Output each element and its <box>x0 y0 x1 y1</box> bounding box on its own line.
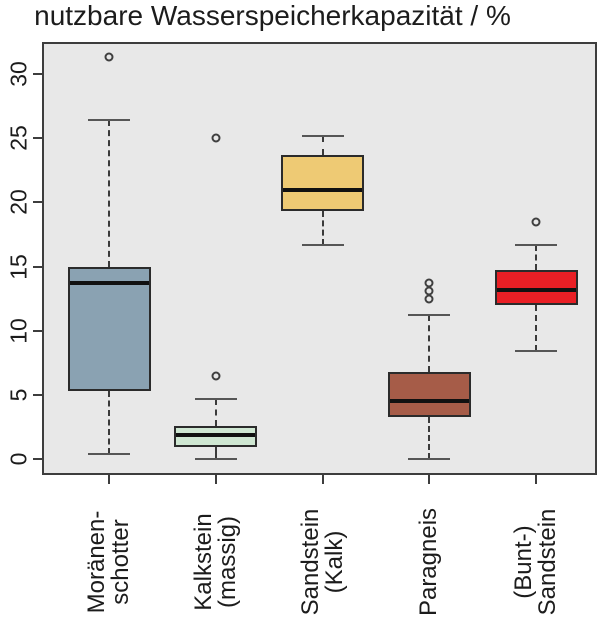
upper-whisker-cap <box>301 134 344 137</box>
x-axis-category-label: Kalkstein (massig) <box>189 513 241 611</box>
y-axis-tick <box>33 265 42 268</box>
y-axis-tick-label: 25 <box>5 125 32 152</box>
box-iqr <box>281 154 365 212</box>
upper-whisker-line <box>321 135 324 155</box>
box-iqr <box>67 266 151 391</box>
lower-whisker-line <box>428 416 431 459</box>
outlier-point <box>424 286 434 296</box>
lower-whisker-cap <box>515 350 558 353</box>
x-axis-tick <box>108 475 111 484</box>
upper-whisker-cap <box>408 314 451 317</box>
box-iqr <box>387 371 471 417</box>
lower-whisker-line <box>321 211 324 245</box>
y-axis-tick <box>33 73 42 76</box>
x-axis-tick <box>428 475 431 484</box>
y-axis-tick <box>33 457 42 460</box>
x-axis-tick <box>214 475 217 484</box>
median-line <box>283 187 363 192</box>
lower-whisker-cap <box>408 457 451 460</box>
median-line <box>389 399 469 404</box>
upper-whisker-cap <box>88 119 131 122</box>
lower-whisker-line <box>214 447 217 459</box>
outlier-point <box>424 278 434 288</box>
lower-whisker-cap <box>194 457 237 460</box>
x-axis-category-label: Sandstein (Kalk) <box>296 508 348 616</box>
y-axis-tick-label: 5 <box>5 388 32 402</box>
chart-title: nutzbare Wasserspeicherkapazität / % <box>34 0 511 31</box>
outlier-point <box>211 371 221 381</box>
median-line <box>69 281 149 286</box>
y-axis-tick-label: 10 <box>5 317 32 344</box>
upper-whisker-cap <box>515 243 558 246</box>
y-axis-tick <box>33 137 42 140</box>
x-axis-category-label: Paragneis <box>415 507 443 617</box>
outlier-point <box>424 294 434 304</box>
upper-whisker-line <box>108 120 111 267</box>
upper-whisker-line <box>214 398 217 426</box>
upper-whisker-line <box>428 315 431 372</box>
x-axis-tick <box>321 475 324 484</box>
outlier-point <box>104 52 114 62</box>
x-axis-category-label: (Bunt-) Sandstein <box>510 508 562 616</box>
y-axis-tick-label: 30 <box>5 61 32 87</box>
y-axis-tick <box>33 329 42 332</box>
y-axis-tick-label: 15 <box>5 253 32 280</box>
lower-whisker-cap <box>88 452 131 455</box>
outlier-point <box>531 217 541 227</box>
y-axis-tick-label: 20 <box>5 189 32 216</box>
outlier-point <box>211 133 221 143</box>
lower-whisker-line <box>108 390 111 454</box>
y-axis-tick <box>33 393 42 396</box>
lower-whisker-line <box>535 305 538 352</box>
lower-whisker-cap <box>301 243 344 246</box>
y-axis-tick-label: 0 <box>5 452 32 466</box>
median-line <box>176 432 256 437</box>
plot-panel <box>42 42 597 475</box>
x-axis-tick <box>535 475 538 484</box>
y-axis-tick <box>33 201 42 204</box>
x-axis-category-label: Moränen- schotter <box>83 510 135 614</box>
median-line <box>496 287 576 292</box>
upper-whisker-line <box>535 244 538 271</box>
upper-whisker-cap <box>194 397 237 400</box>
